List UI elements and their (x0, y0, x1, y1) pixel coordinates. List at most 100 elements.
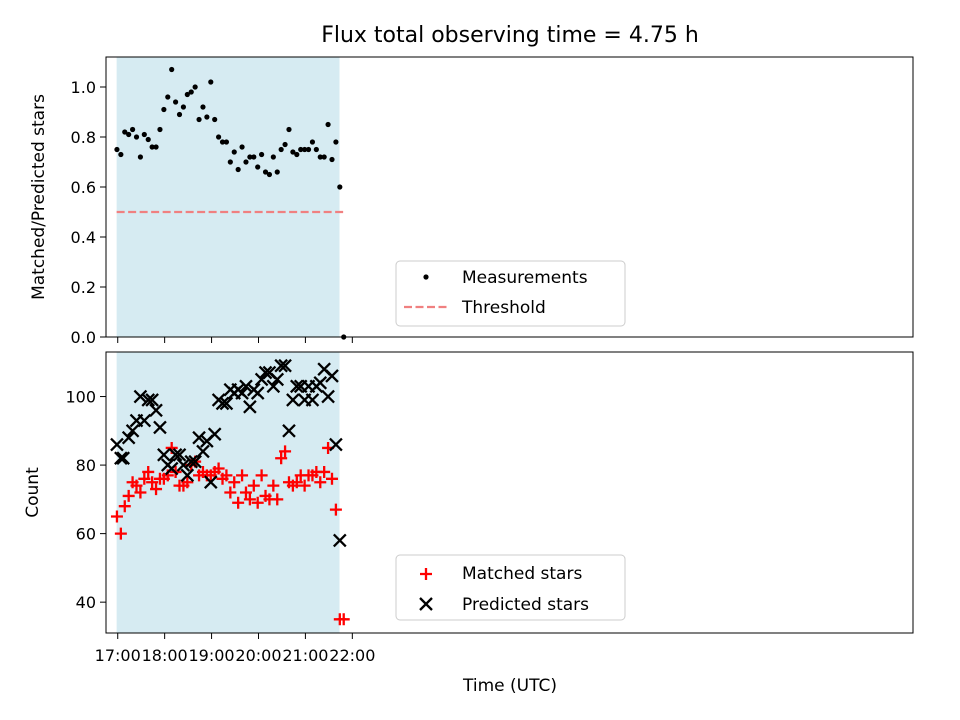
matched-star-point (325, 472, 338, 485)
bottom-xtick-label: 20:00 (235, 646, 281, 665)
matched-star-point (298, 479, 311, 492)
measurement-point (114, 146, 120, 153)
predicted-star-point (168, 447, 183, 462)
matched-star-point (267, 479, 280, 492)
bottom-y-axis-label: Count (23, 467, 43, 518)
top-legend-box (395, 260, 626, 327)
bottom-ytick-label: 80 (76, 456, 96, 475)
measurement-point (298, 146, 304, 153)
x-axis-label: Time (UTC) (462, 676, 557, 696)
matched-star-point (138, 472, 151, 485)
chart-title: Flux total observing time = 4.75 h (321, 23, 699, 48)
matched-star-point (329, 503, 342, 516)
predicted-star-point (176, 458, 191, 472)
top-ytick-label: 0.0 (71, 328, 96, 347)
legend-measurement-marker (423, 274, 429, 280)
predicted-star-point (184, 454, 199, 469)
bottom-xtick-label: 19:00 (189, 646, 235, 665)
measurement-point (157, 126, 163, 133)
predicted-star-point (286, 393, 300, 407)
matched-star-point (239, 486, 252, 499)
matched-star-point (114, 527, 127, 540)
matched-star-point (228, 476, 241, 489)
measurement-point (137, 154, 144, 160)
predicted-star-point (282, 424, 296, 438)
bottom-x-ticks: 17:00 18:00 19:00 20:00 21:00 22:00 (95, 633, 375, 665)
measurement-point (329, 156, 335, 163)
top-ytick-label: 1.0 (71, 78, 96, 97)
measurement-point (188, 89, 194, 95)
bottom-ytick-label: 60 (76, 525, 96, 544)
predicted-star-point (270, 372, 285, 387)
predicted-star-point (332, 533, 347, 548)
predicted-star-point (243, 400, 257, 414)
matched-star-point (275, 452, 288, 465)
bottom-xtick-label: 18:00 (142, 646, 188, 665)
measurement-point (231, 149, 237, 155)
predicted-star-point (266, 379, 281, 394)
predicted-star-point (274, 358, 288, 373)
matched-star-point (271, 493, 284, 506)
bottom-y-ticks: 40 60 80 100 (65, 388, 106, 612)
measurement-point (184, 91, 190, 98)
predicted-star-point (114, 451, 128, 466)
top-ytick-label: 0.6 (71, 178, 96, 197)
measurement-point (309, 139, 316, 145)
matched-star-point (146, 476, 159, 489)
measurement-point (243, 159, 249, 165)
measurement-point (235, 166, 241, 173)
predicted-star-point (305, 393, 320, 407)
matched-star-point (181, 476, 194, 489)
predicted-star-point (125, 424, 140, 438)
legend-predicted-marker (419, 597, 433, 611)
matched-star-point (337, 613, 350, 626)
top-legend: Measurements Threshold (395, 260, 626, 327)
predicted-star-point (157, 447, 171, 462)
bottom-xtick-label: 17:00 (95, 646, 141, 665)
top-y-axis-label: Matched/Predicted stars (29, 94, 49, 300)
predicted-star-point (203, 475, 218, 490)
measurement-point (274, 169, 280, 175)
bottom-xtick-label: 22:00 (329, 646, 375, 665)
measurement-point (176, 111, 183, 118)
predicted-star-point (239, 379, 253, 394)
predicted-star-point (172, 447, 187, 462)
matched-star-point (255, 469, 268, 482)
predicted-star-point (149, 403, 163, 418)
measurement-point (317, 154, 323, 160)
matched-stars-points (110, 441, 350, 626)
matched-star-point (243, 493, 256, 506)
predicted-star-point (235, 386, 249, 400)
measurement-point (153, 144, 159, 150)
matched-star-point (290, 476, 303, 489)
predicted-star-point (321, 389, 335, 404)
bottom-legend-box (395, 554, 626, 621)
predicted-star-point (207, 427, 222, 442)
measurement-point (290, 149, 296, 155)
measurement-point (313, 146, 319, 153)
matched-star-point (134, 486, 147, 499)
predicted-star-point (313, 376, 328, 390)
measurement-point (262, 169, 269, 175)
predicted-star-point (192, 430, 206, 445)
matched-star-point (212, 462, 225, 475)
measurement-point (118, 151, 124, 158)
top-ytick-label: 0.8 (71, 128, 96, 147)
matched-star-point (220, 469, 233, 482)
measurement-point (200, 104, 206, 110)
predicted-star-point (215, 396, 230, 411)
matched-star-point (110, 510, 123, 523)
matched-star-point (232, 496, 245, 509)
top-ytick-label: 0.2 (71, 278, 96, 297)
measurement-point (204, 114, 210, 120)
predicted-star-point (137, 413, 152, 428)
predicted-star-point (153, 420, 167, 435)
measurement-point (337, 184, 343, 190)
measurement-point (129, 126, 136, 133)
top-panel: 0.0 0.2 0.4 0.6 0.8 1.0 Matched/Predicted sta… (29, 56, 914, 347)
measurement-point (219, 139, 226, 145)
measurement-point (172, 99, 179, 105)
matched-star-point (142, 465, 155, 478)
bottom-ytick-label: 100 (65, 388, 96, 407)
measurement-point (133, 134, 140, 140)
